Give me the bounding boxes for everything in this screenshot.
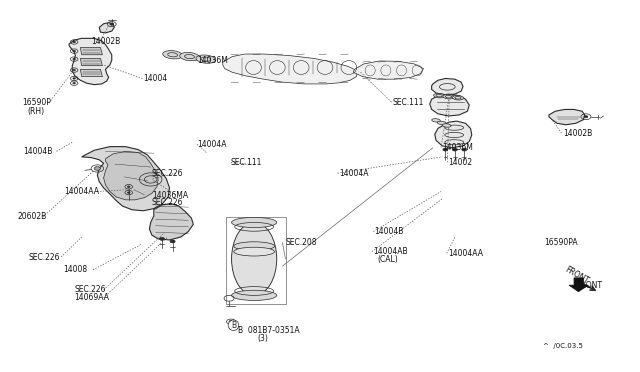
Polygon shape [104, 151, 158, 200]
Text: 14069AA: 14069AA [74, 294, 109, 302]
Polygon shape [431, 78, 463, 95]
Text: SEC.226: SEC.226 [74, 285, 106, 294]
Circle shape [127, 186, 130, 187]
Text: 16590PA: 16590PA [545, 238, 578, 247]
Ellipse shape [442, 124, 451, 127]
Ellipse shape [232, 217, 276, 228]
Polygon shape [81, 69, 102, 77]
Circle shape [73, 78, 76, 79]
Text: (CAL): (CAL) [378, 255, 399, 264]
Text: 14004AA: 14004AA [64, 187, 99, 196]
Circle shape [452, 148, 458, 151]
Circle shape [229, 321, 233, 323]
Text: (3): (3) [257, 334, 268, 343]
Text: 14004A: 14004A [198, 140, 227, 148]
Text: SEC.226: SEC.226 [152, 198, 184, 207]
Text: 14002B: 14002B [563, 129, 593, 138]
Ellipse shape [232, 222, 276, 295]
Ellipse shape [234, 247, 275, 256]
Text: SEC.111: SEC.111 [392, 98, 424, 107]
Polygon shape [69, 38, 112, 85]
Ellipse shape [163, 51, 182, 59]
Text: 14036M: 14036M [442, 143, 473, 152]
Circle shape [73, 83, 76, 84]
Polygon shape [549, 109, 585, 125]
Circle shape [159, 237, 164, 240]
Polygon shape [81, 48, 102, 55]
Circle shape [170, 240, 175, 243]
Text: 14004AA: 14004AA [449, 249, 484, 258]
Circle shape [461, 148, 467, 151]
Text: 14004B: 14004B [374, 227, 404, 236]
Ellipse shape [196, 55, 216, 63]
Polygon shape [82, 147, 170, 211]
Text: SEC.111: SEC.111 [231, 158, 262, 167]
Text: 16590P: 16590P [22, 98, 51, 107]
Ellipse shape [452, 96, 463, 100]
Text: FRONT: FRONT [563, 265, 590, 286]
Ellipse shape [234, 242, 275, 250]
Text: 14004B: 14004B [23, 147, 52, 156]
Polygon shape [569, 278, 588, 292]
Ellipse shape [437, 121, 446, 125]
Circle shape [73, 69, 76, 71]
Text: FRONT: FRONT [576, 280, 602, 290]
Circle shape [73, 58, 76, 60]
Polygon shape [435, 121, 472, 148]
Text: 14004A: 14004A [339, 169, 368, 178]
Text: B: B [231, 321, 236, 330]
Text: ^  /0C.03.5: ^ /0C.03.5 [543, 343, 582, 349]
Text: SEC.226: SEC.226 [152, 169, 184, 178]
Text: (RH): (RH) [27, 107, 44, 116]
Circle shape [443, 148, 448, 151]
Text: 14036MA: 14036MA [152, 190, 188, 200]
Circle shape [73, 50, 76, 52]
Text: 14002: 14002 [449, 158, 473, 167]
Circle shape [73, 41, 76, 43]
Polygon shape [81, 58, 102, 66]
Ellipse shape [232, 290, 276, 301]
Text: 14008: 14008 [63, 265, 87, 274]
Text: 14004AB: 14004AB [373, 247, 408, 256]
Text: B  081B7-0351A: B 081B7-0351A [239, 326, 300, 334]
Text: 14004: 14004 [143, 74, 168, 83]
Polygon shape [99, 23, 115, 33]
Text: 14036M: 14036M [198, 56, 228, 65]
Circle shape [127, 192, 130, 193]
Ellipse shape [443, 94, 454, 99]
Text: 20602B: 20602B [18, 212, 47, 221]
Circle shape [110, 23, 114, 25]
Polygon shape [430, 94, 469, 116]
Ellipse shape [433, 93, 445, 98]
Ellipse shape [180, 52, 200, 61]
Ellipse shape [432, 119, 440, 122]
Text: SEC.208: SEC.208 [285, 238, 317, 247]
Circle shape [584, 116, 588, 118]
Polygon shape [223, 54, 358, 84]
Polygon shape [353, 61, 424, 79]
Text: SEC.226: SEC.226 [28, 253, 60, 262]
Circle shape [94, 167, 100, 170]
Text: 14002B: 14002B [91, 38, 120, 46]
Polygon shape [149, 203, 193, 240]
